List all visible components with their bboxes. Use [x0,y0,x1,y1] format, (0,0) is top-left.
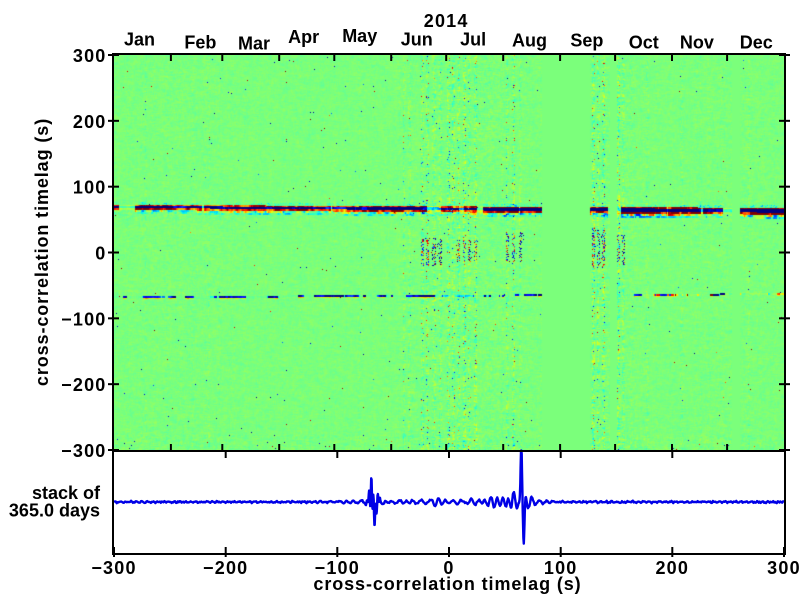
svg-text:0: 0 [443,558,454,578]
svg-text:cross-correlation timelag (s): cross-correlation timelag (s) [313,574,581,594]
svg-text:cross-correlation timelag (s): cross-correlation timelag (s) [32,118,52,386]
svg-text:200: 200 [73,112,107,132]
svg-text:stack of: stack of [32,483,101,503]
svg-text:Sep: Sep [570,30,603,50]
svg-text:May: May [342,26,377,46]
svg-text:Jan: Jan [124,29,155,49]
svg-text:365.0 days: 365.0 days [9,500,100,520]
svg-text:Oct: Oct [629,33,659,53]
svg-text:200: 200 [655,558,689,578]
svg-text:−300: −300 [91,558,136,578]
svg-text:300: 300 [767,558,800,578]
svg-text:100: 100 [544,558,578,578]
svg-text:Dec: Dec [740,33,773,53]
svg-text:Feb: Feb [184,33,216,53]
svg-text:100: 100 [73,178,107,198]
svg-text:−100: −100 [61,309,106,329]
svg-text:300: 300 [73,46,107,66]
svg-text:Aug: Aug [512,30,547,50]
svg-text:Jul: Jul [460,29,486,49]
svg-text:2014: 2014 [424,11,469,31]
svg-text:Jun: Jun [401,29,433,49]
svg-text:Apr: Apr [288,27,319,47]
svg-text:−100: −100 [315,558,360,578]
svg-text:Mar: Mar [238,34,270,54]
svg-text:0: 0 [95,244,106,264]
svg-text:−200: −200 [61,375,106,395]
svg-text:−200: −200 [203,558,248,578]
svg-text:−300: −300 [61,441,106,461]
svg-text:Nov: Nov [680,33,714,53]
